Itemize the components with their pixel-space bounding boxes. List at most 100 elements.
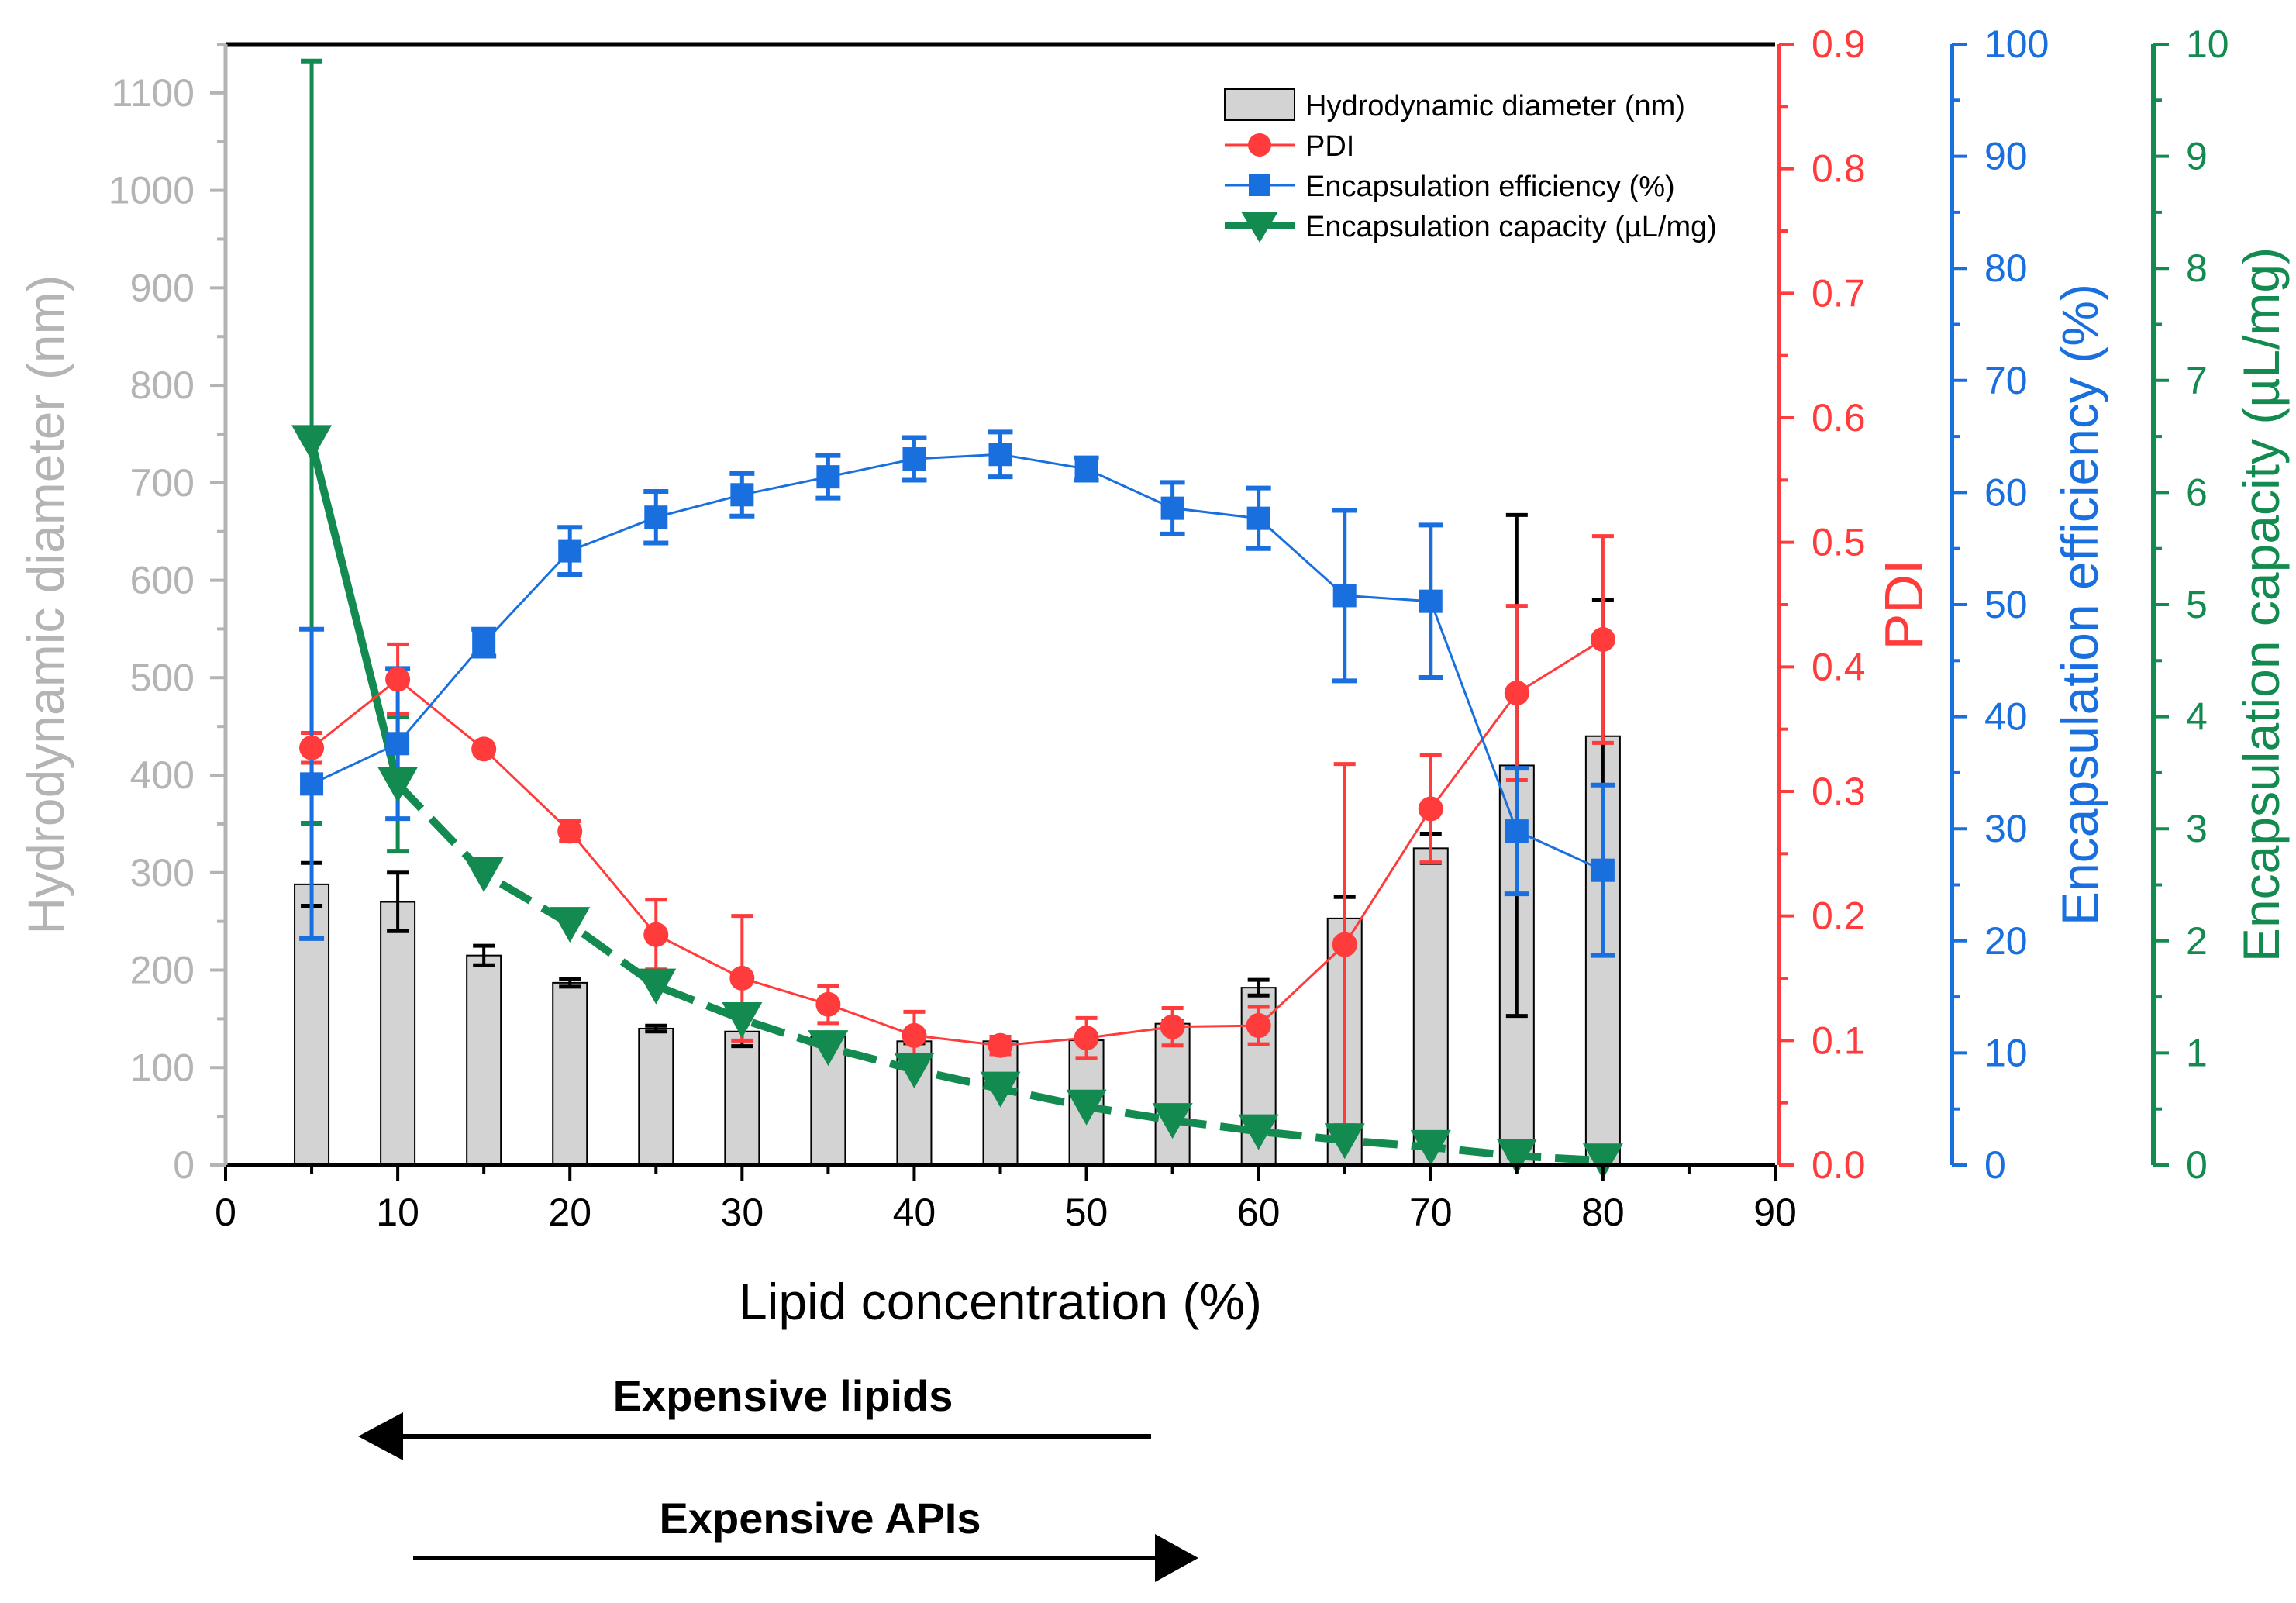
- encapsulation-efficiency-tick-label: 40: [1984, 695, 2028, 739]
- encapsulation-capacity-tick-label: 0: [2186, 1143, 2208, 1187]
- left-tick-label: 400: [130, 753, 195, 797]
- encapsulation-capacity-point-50: [1066, 1089, 1107, 1126]
- encapsulation-capacity-point-25: [636, 968, 677, 1005]
- legend-label: Encapsulation efficiency (%): [1305, 171, 1675, 203]
- encapsulation-capacity-point-70: [1410, 1129, 1451, 1166]
- x-axis-label: Lipid concentration (%): [739, 1273, 1262, 1330]
- encapsulation-efficiency-point-70: [1419, 589, 1443, 613]
- x-tick-label: 30: [721, 1191, 764, 1234]
- x-tick-label: 50: [1065, 1191, 1108, 1234]
- pdi-point-35: [815, 991, 841, 1017]
- pdi-point-75: [1504, 681, 1529, 706]
- encapsulation-capacity-tick-label: 8: [2186, 246, 2208, 290]
- annotation-expensive-apis: Expensive APIs: [659, 1494, 981, 1543]
- arrow-left-head: [358, 1412, 403, 1460]
- legend-swatch-bar: [1224, 88, 1295, 121]
- encapsulation-capacity-tick-label: 5: [2186, 583, 2208, 626]
- pdi-point-65: [1332, 932, 1357, 957]
- pdi-point-20: [557, 819, 583, 844]
- encapsulation-efficiency-tick-label: 10: [1984, 1031, 2028, 1074]
- x-tick-label: 90: [1753, 1191, 1797, 1234]
- encapsulation-efficiency-point-45: [988, 443, 1012, 467]
- encapsulation-efficiency-tick-label: 60: [1984, 471, 2028, 514]
- encapsulation-capacity-tick-label: 4: [2186, 695, 2208, 739]
- encapsulation-efficiency-tick-label: 20: [1984, 919, 2028, 963]
- pdi-line: [311, 638, 1604, 1047]
- pdi-tick-label: 0.5: [1812, 521, 1866, 564]
- pdi-point-5: [299, 735, 325, 760]
- left-tick-label: 500: [130, 656, 195, 699]
- pdi-point-10: [385, 667, 411, 692]
- left-axis-label: Hydrodynamic diameter (nm): [17, 275, 74, 935]
- encapsulation-capacity-point-75: [1496, 1139, 1537, 1175]
- pdi-point-55: [1160, 1014, 1185, 1039]
- left-tick-label: 1000: [109, 169, 195, 212]
- bar-layer: [294, 512, 1621, 1167]
- pdi-point-45: [988, 1032, 1013, 1058]
- bar-hydrodynamic-20: [552, 981, 588, 1166]
- pdi-point-80: [1590, 626, 1615, 652]
- left-tick-label: 300: [130, 851, 195, 895]
- encapsulation-efficiency-point-15: [472, 631, 496, 655]
- left-tick-label: 1100: [111, 71, 195, 115]
- left-tick-label: 600: [130, 559, 195, 602]
- legend-swatch-marker: [1248, 133, 1271, 157]
- x-tick-label: 20: [548, 1191, 591, 1234]
- encapsulation-capacity-point-40: [894, 1053, 935, 1089]
- encapsulation-efficiency-point-40: [902, 447, 926, 471]
- encapsulation-efficiency-axis-label: Encapsulation efficiency (%): [2051, 284, 2108, 926]
- bar-hydrodynamic-70: [1412, 847, 1449, 1166]
- x-tick-label: 60: [1237, 1191, 1281, 1234]
- encapsulation-capacity-point-55: [1152, 1103, 1193, 1139]
- pdi-point-15: [471, 736, 497, 762]
- x-tick-label: 10: [376, 1191, 419, 1234]
- left-tick-label: 0: [173, 1143, 195, 1187]
- encapsulation-capacity-tick-label: 6: [2186, 471, 2208, 514]
- x-tick-label: 0: [215, 1191, 236, 1234]
- encapsulation-capacity-point-15: [464, 857, 505, 893]
- encapsulation-efficiency-line: [311, 453, 1604, 872]
- encapsulation-capacity-tick-label: 7: [2186, 359, 2208, 402]
- encapsulation-capacity-tick-label: 1: [2186, 1031, 2208, 1074]
- bar-hydrodynamic-15: [466, 954, 502, 1167]
- encapsulation-capacity-point-80: [1582, 1143, 1623, 1180]
- bar-hydrodynamic-30: [724, 1030, 760, 1167]
- left-tick-label: 900: [130, 266, 195, 309]
- pdi-tick-label: 0.2: [1812, 895, 1866, 938]
- x-tick-label: 70: [1409, 1191, 1453, 1234]
- pdi-tick-label: 0.3: [1812, 770, 1866, 813]
- encapsulation-capacity-tick-label: 9: [2186, 135, 2208, 178]
- legend-swatch-marker: [1241, 212, 1278, 243]
- legend-label: Hydrodynamic diameter (nm): [1305, 90, 1685, 122]
- encapsulation-efficiency-point-65: [1332, 584, 1357, 608]
- pdi-tick-label: 0.8: [1812, 147, 1866, 191]
- legend-swatch-marker: [1249, 174, 1270, 196]
- left-tick-label: 200: [130, 949, 195, 992]
- encapsulation-efficiency-point-25: [644, 505, 668, 529]
- encapsulation-capacity-point-30: [722, 1002, 763, 1039]
- pdi-point-50: [1074, 1026, 1099, 1051]
- pdi-point-40: [902, 1022, 927, 1048]
- encapsulation-capacity-point-35: [808, 1030, 849, 1067]
- encapsulation-capacity-point-45: [980, 1071, 1021, 1108]
- legend-label: Encapsulation capacity (µL/mg): [1305, 211, 1717, 243]
- encapsulation-capacity-tick-label: 3: [2186, 807, 2208, 850]
- encapsulation-capacity-tick-label: 10: [2186, 22, 2229, 66]
- encapsulation-efficiency-point-35: [816, 465, 840, 489]
- pdi-tick-label: 0.9: [1812, 22, 1866, 66]
- left-tick-label: 100: [130, 1046, 195, 1089]
- series-layer: [291, 58, 1623, 1180]
- pdi-tick-label: 0.7: [1812, 271, 1866, 315]
- encapsulation-capacity-axis-label: Encapsulation capacity (µL/mg): [2232, 247, 2290, 962]
- pdi-tick-label: 0.1: [1812, 1019, 1866, 1062]
- pdi-point-60: [1246, 1013, 1271, 1039]
- encapsulation-efficiency-tick-label: 70: [1984, 359, 2028, 402]
- encapsulation-efficiency-point-55: [1160, 496, 1184, 520]
- encapsulation-capacity-line-solid: [308, 441, 402, 785]
- encapsulation-efficiency-tick-label: 0: [1984, 1143, 2006, 1187]
- legend-label: PDI: [1305, 130, 1354, 163]
- encapsulation-efficiency-point-30: [730, 483, 754, 507]
